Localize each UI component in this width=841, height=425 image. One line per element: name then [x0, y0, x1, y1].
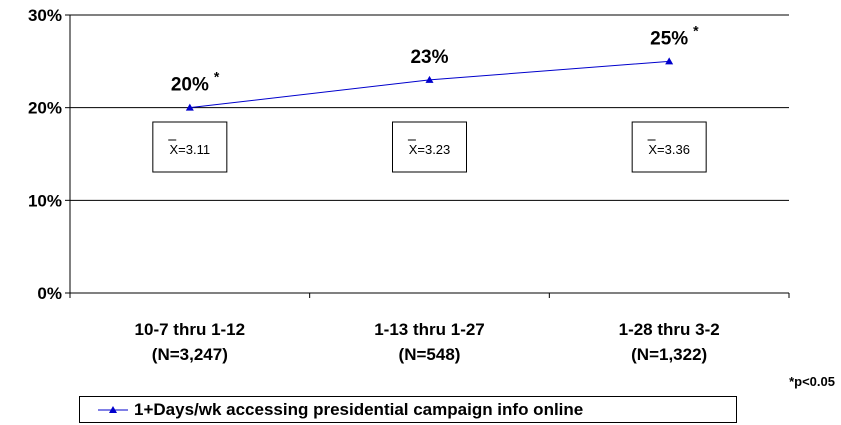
data-label: 25% [650, 28, 688, 49]
mean-boxes: X=3.11 X=3.23 X=3.36 [152, 121, 707, 173]
mean-label: X=3.11 [170, 142, 211, 157]
series-lines [185, 57, 674, 111]
data-label: 23% [410, 47, 448, 68]
x-tick-label-line: (N=3,247) [152, 345, 228, 364]
x-tick-label: 10-7 thru 1-12 (N=3,247) [135, 320, 246, 364]
mean-label: X=3.36 [648, 142, 690, 157]
mean-box [631, 121, 707, 173]
data-point [665, 57, 674, 65]
legend-label: 1+Days/wk accessing presidential campaig… [134, 399, 584, 419]
legend: 1+Days/wk accessing presidential campaig… [79, 396, 737, 423]
y-tick-label: 0% [37, 284, 62, 303]
significance-star: * [693, 22, 699, 38]
y-tick-labels: 0% 10% 20% 30% [28, 6, 62, 303]
x-tick-label-line: 1-28 thru 3-2 [619, 320, 720, 339]
x-tick-label: 1-13 thru 1-27 (N=548) [374, 320, 485, 364]
x-tick-label: 1-28 thru 3-2 (N=1,322) [619, 320, 720, 364]
axes [65, 14, 790, 298]
mean-label: X=3.23 [409, 142, 451, 157]
data-point [185, 103, 194, 111]
mean-box [392, 121, 467, 173]
x-tick-label-line: (N=1,322) [631, 345, 707, 364]
x-tick-label-line: 10-7 thru 1-12 [135, 320, 246, 339]
significance-star: * [214, 69, 220, 85]
data-label: 20% [171, 75, 209, 96]
x-tick-label-line: (N=548) [399, 345, 461, 364]
footnote: *p<0.05 [789, 374, 835, 389]
y-tick-label: 30% [28, 6, 62, 25]
line-chart: 0% 10% 20% 30% 10-7 thru 1-12 (N=3,247) 1-13 … [28, 6, 790, 364]
x-tick-label-line: 1-13 thru 1-27 [374, 320, 485, 339]
data-point [425, 75, 434, 83]
x-tick-labels: 10-7 thru 1-12 (N=3,247) 1-13 thru 1-27 (N=… [135, 320, 720, 364]
legend-marker-icon [98, 405, 128, 413]
series-line [189, 60, 670, 109]
mean-box [152, 121, 228, 173]
data-labels: 20% * 23% 25% * [171, 22, 699, 95]
y-tick-label: 10% [28, 191, 62, 210]
y-tick-label: 20% [28, 99, 62, 118]
